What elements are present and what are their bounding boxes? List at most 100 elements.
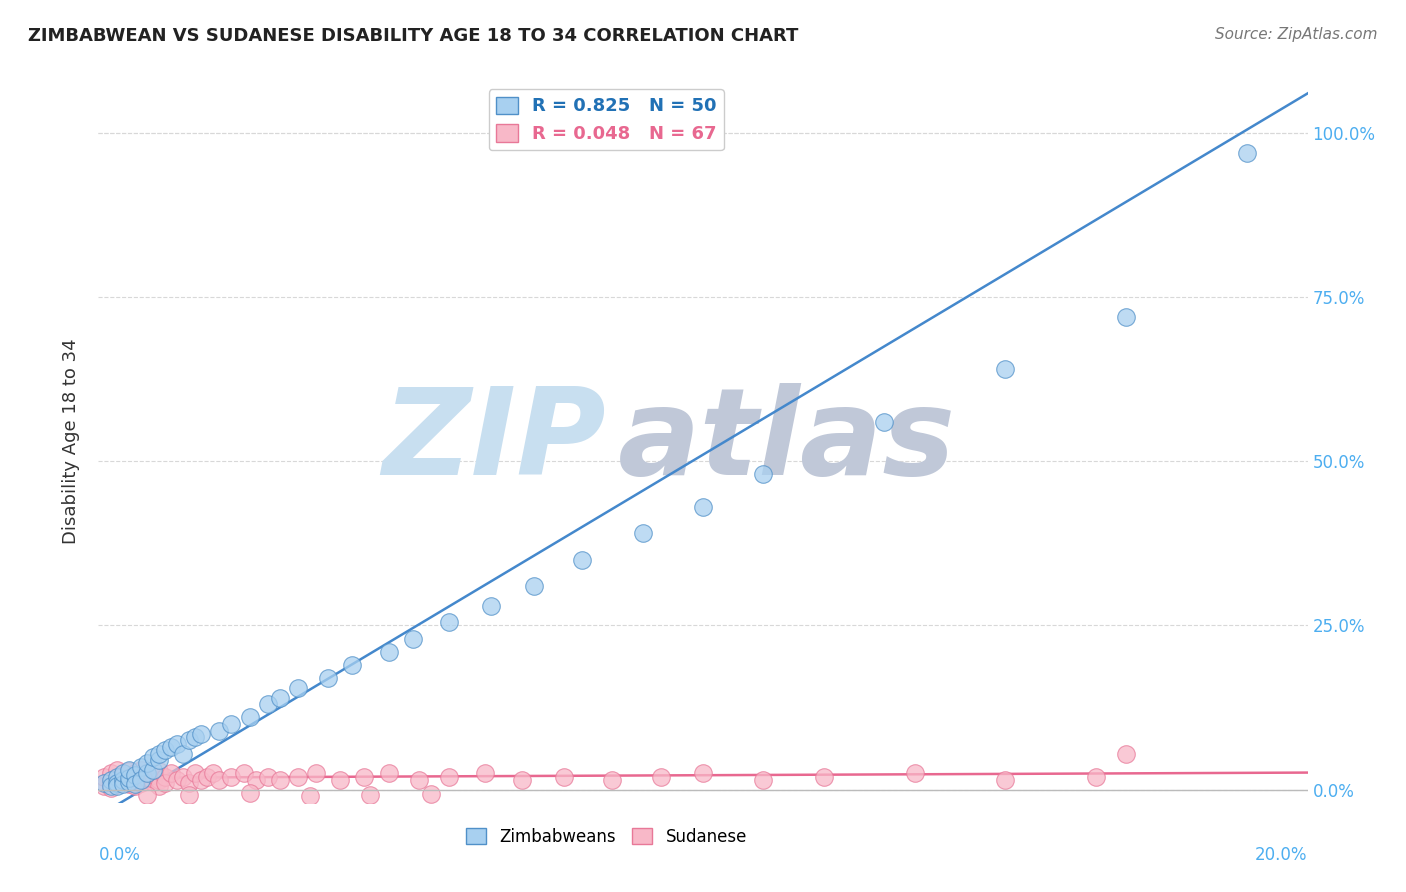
Point <box>118 771 141 785</box>
Point <box>93 776 115 790</box>
Point <box>160 766 183 780</box>
Point <box>408 772 430 787</box>
Point <box>148 780 170 794</box>
Text: ZIMBABWEAN VS SUDANESE DISABILITY AGE 18 TO 34 CORRELATION CHART: ZIMBABWEAN VS SUDANESE DISABILITY AGE 18… <box>28 27 799 45</box>
Point <box>256 698 278 712</box>
Point <box>118 774 141 789</box>
Point <box>179 733 201 747</box>
Point <box>402 632 425 646</box>
Point <box>1115 747 1137 761</box>
Point <box>994 772 1017 787</box>
Point <box>287 770 309 784</box>
Point <box>437 770 460 784</box>
Point <box>142 749 165 764</box>
Point <box>124 768 146 782</box>
Point <box>1236 145 1258 160</box>
Point <box>105 763 128 777</box>
Point <box>100 780 122 795</box>
Point <box>93 780 115 794</box>
Point <box>631 526 654 541</box>
Point <box>195 770 218 784</box>
Point <box>190 727 212 741</box>
Point <box>420 787 443 801</box>
Point <box>179 788 201 802</box>
Point <box>553 770 575 784</box>
Point <box>353 770 375 784</box>
Point <box>142 763 165 777</box>
Point <box>692 500 714 515</box>
Point <box>994 362 1017 376</box>
Point <box>221 770 243 784</box>
Point <box>142 768 165 782</box>
Point <box>111 777 134 791</box>
Point <box>105 772 128 787</box>
Point <box>135 788 157 802</box>
Point <box>523 579 546 593</box>
Point <box>148 753 170 767</box>
Point <box>111 772 134 787</box>
Point <box>239 710 262 724</box>
Point <box>129 763 152 777</box>
Point <box>118 763 141 777</box>
Text: 0.0%: 0.0% <box>98 847 141 864</box>
Point <box>135 756 157 771</box>
Point <box>190 772 212 787</box>
Point <box>148 772 170 787</box>
Point <box>118 771 141 785</box>
Point <box>124 772 146 787</box>
Point <box>135 766 157 780</box>
Point <box>124 766 146 780</box>
Point <box>377 766 399 780</box>
Y-axis label: Disability Age 18 to 34: Disability Age 18 to 34 <box>62 339 80 544</box>
Point <box>752 467 775 482</box>
Point <box>93 770 115 784</box>
Point <box>474 766 496 780</box>
Point <box>105 777 128 791</box>
Point <box>256 770 278 784</box>
Point <box>129 772 152 787</box>
Point <box>239 786 262 800</box>
Point <box>208 772 231 787</box>
Point <box>148 764 170 779</box>
Point <box>873 415 896 429</box>
Point <box>329 772 352 787</box>
Point <box>269 690 291 705</box>
Point <box>813 770 835 784</box>
Point <box>172 770 194 784</box>
Point <box>299 789 322 804</box>
Point <box>100 772 122 787</box>
Point <box>118 764 141 779</box>
Point <box>135 766 157 780</box>
Point <box>105 780 128 794</box>
Point <box>602 772 624 787</box>
Point <box>166 737 188 751</box>
Point <box>232 766 254 780</box>
Point <box>124 780 146 794</box>
Point <box>316 671 339 685</box>
Point <box>105 770 128 784</box>
Point <box>692 766 714 780</box>
Point <box>118 777 141 791</box>
Point <box>129 776 152 790</box>
Point <box>437 615 460 630</box>
Point <box>1115 310 1137 324</box>
Point <box>184 766 207 780</box>
Point <box>202 766 225 780</box>
Point <box>208 723 231 738</box>
Point <box>184 730 207 744</box>
Point <box>111 774 134 789</box>
Point <box>100 780 122 794</box>
Point <box>129 760 152 774</box>
Point <box>160 739 183 754</box>
Text: atlas: atlas <box>619 383 956 500</box>
Point <box>510 772 533 787</box>
Point <box>135 771 157 785</box>
Point <box>153 776 176 790</box>
Point <box>100 766 122 780</box>
Point <box>1085 770 1108 784</box>
Point <box>172 747 194 761</box>
Point <box>153 743 176 757</box>
Point <box>377 645 399 659</box>
Point <box>245 772 267 787</box>
Point <box>142 774 165 789</box>
